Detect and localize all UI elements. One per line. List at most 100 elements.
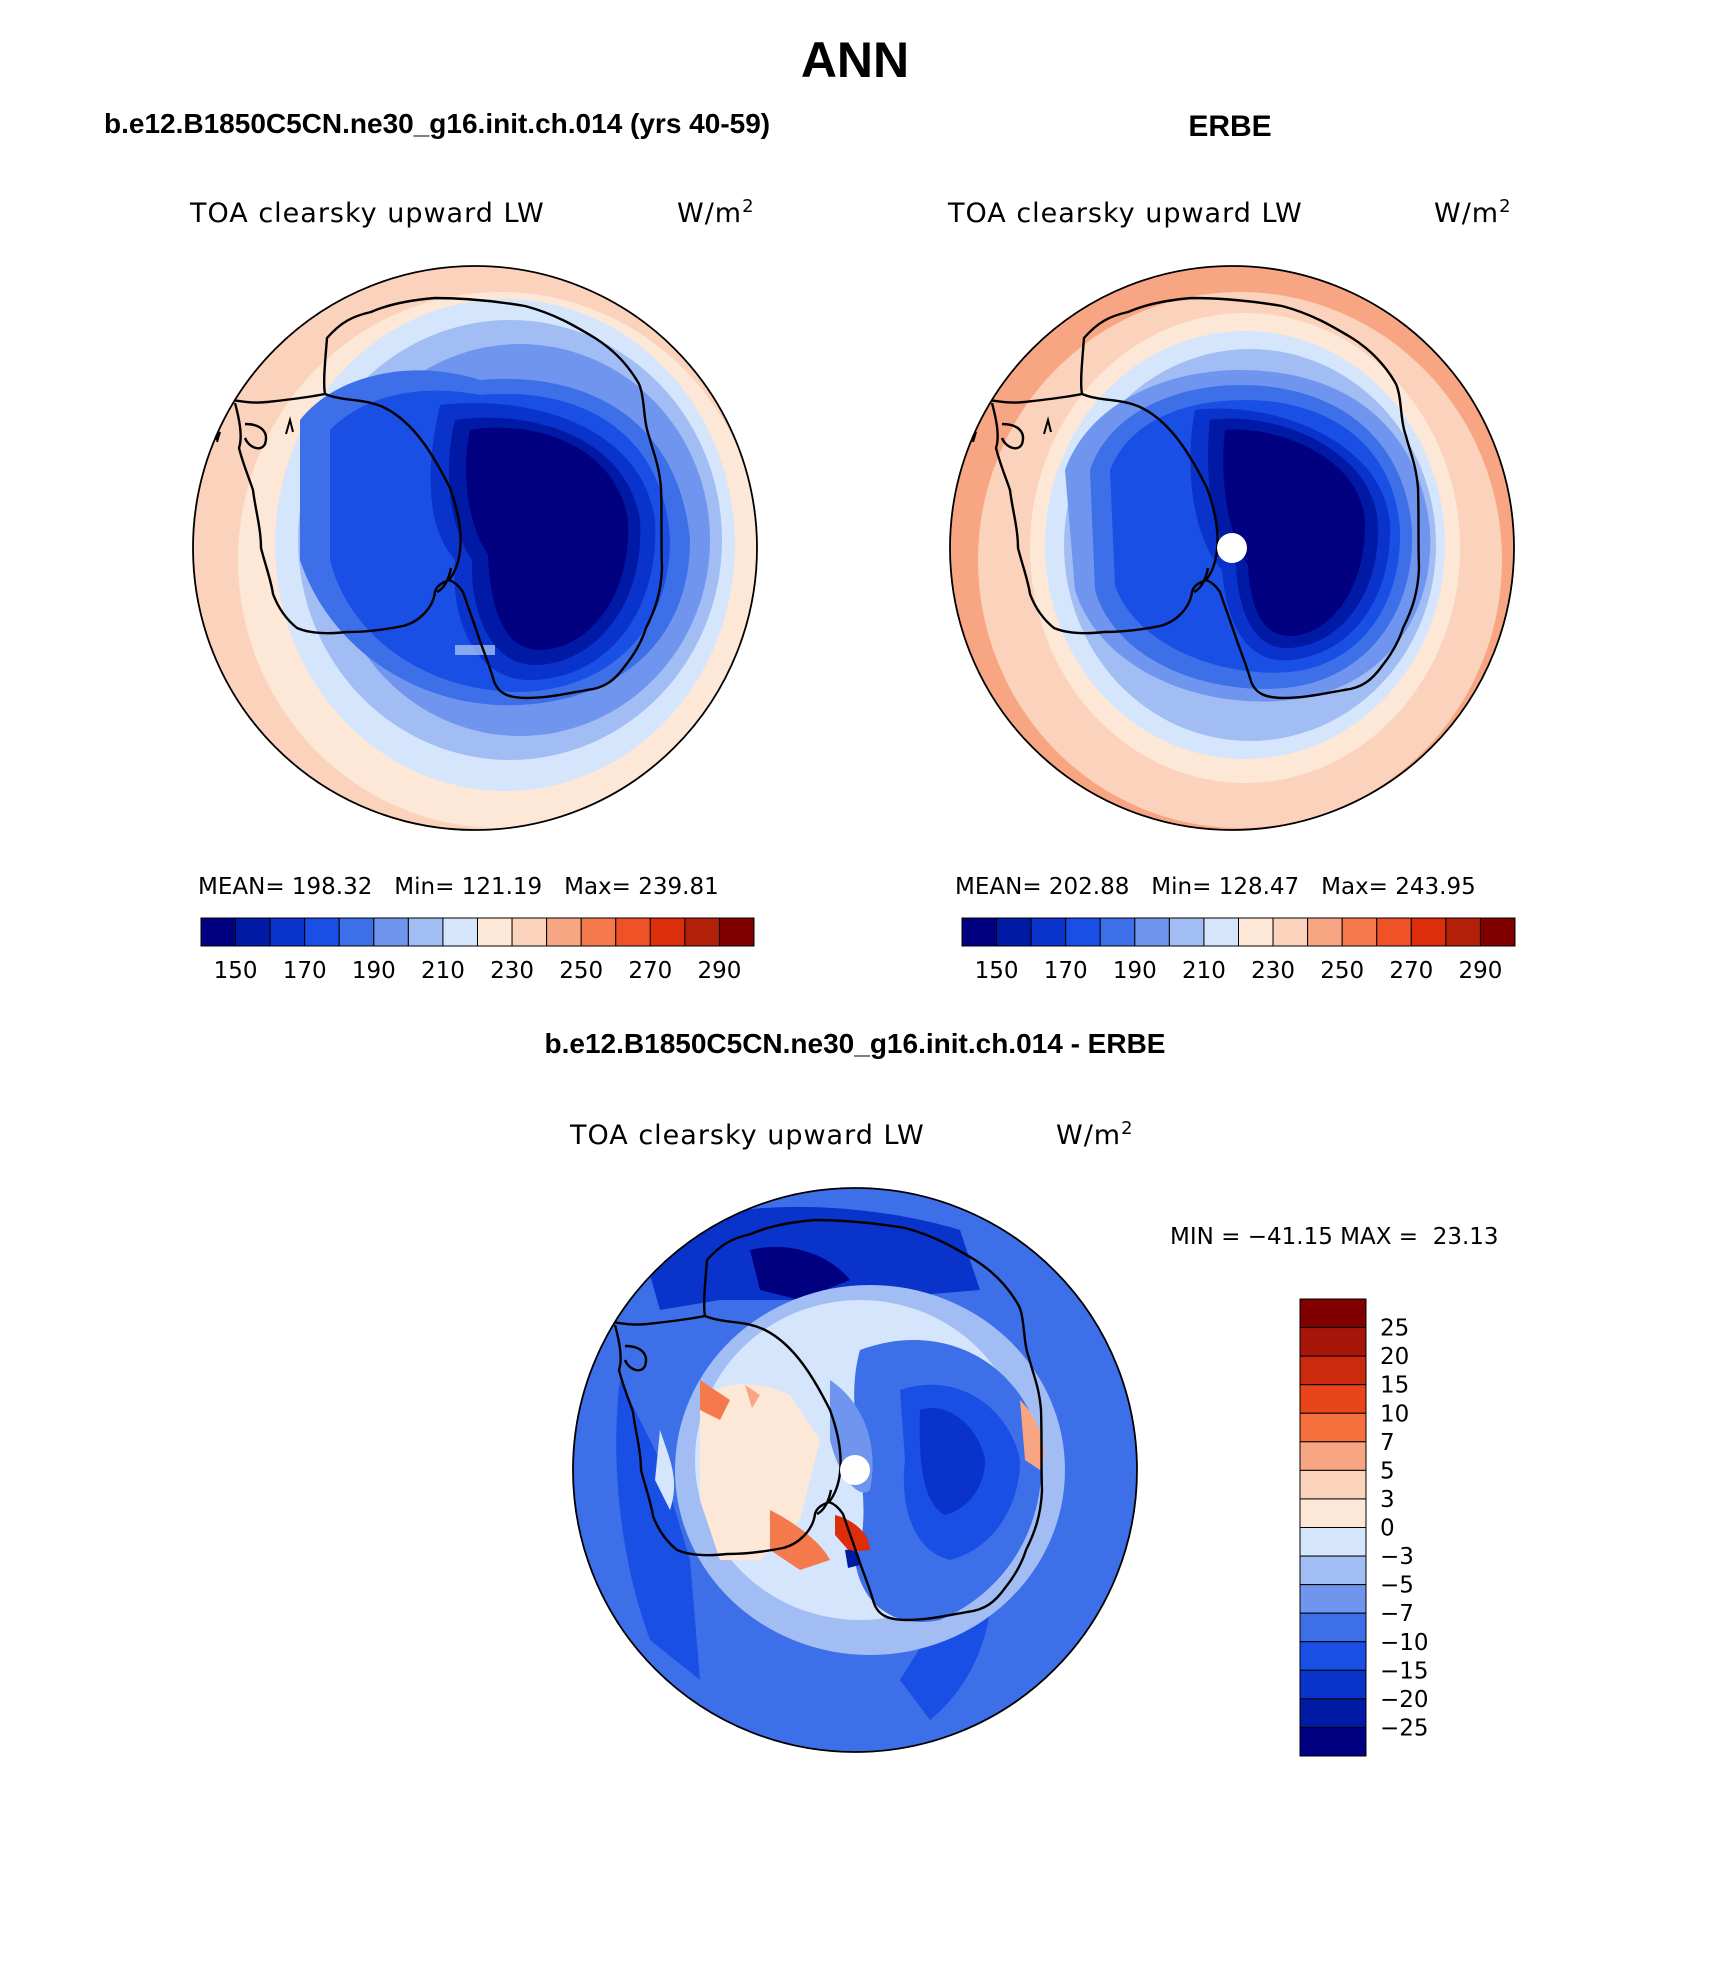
obs-colorbar-swatch	[1099, 917, 1136, 947]
model-colorbar-tick-label: 150	[214, 958, 258, 984]
obs-units-label: W/m2	[1434, 196, 1512, 229]
diff-colorbar-tick-label: 20	[1380, 1344, 1409, 1370]
obs-colorbar-swatch	[1272, 917, 1309, 947]
diff-colorbar-tick-label: 0	[1380, 1516, 1395, 1542]
model-colorbar-swatch	[649, 917, 686, 947]
model-colorbar-swatch	[511, 917, 548, 947]
diff-colorbar-tick-label: 15	[1380, 1373, 1409, 1399]
model-colorbar-tick-label: 270	[628, 958, 672, 984]
diff-colorbar-tick-label: 5	[1380, 1458, 1395, 1484]
obs-colorbar-tick-label: 250	[1320, 958, 1364, 984]
model-colorbar-swatch	[546, 917, 582, 947]
obs-colorbar-swatch	[1410, 917, 1447, 947]
diff-colorbar-swatch	[1299, 1298, 1367, 1329]
diff-colorbar-swatch	[1299, 1612, 1367, 1643]
obs-colorbar-tick-label: 210	[1182, 958, 1226, 984]
model-colorbar-tick-label: 290	[697, 958, 741, 984]
diff-colorbar-swatch	[1299, 1498, 1367, 1528]
model-colorbar-swatch	[407, 917, 444, 947]
obs-colorbar-tick-label: 190	[1113, 958, 1157, 984]
diff-colorbar-tick-label: −7	[1380, 1601, 1414, 1627]
diff-colorbar-swatch	[1299, 1384, 1367, 1414]
model-stats: MEAN= 198.32 Min= 121.19 Max= 239.81	[198, 874, 719, 900]
model-colorbar-tick-label: 170	[283, 958, 327, 984]
obs-colorbar-swatch	[1307, 917, 1343, 947]
diff-colorbar-swatch	[1299, 1726, 1367, 1757]
diff-colorbar-swatch	[1299, 1527, 1367, 1557]
obs-colorbar-swatch	[1445, 917, 1481, 947]
diff-colorbar-swatch	[1299, 1584, 1367, 1614]
diff-colorbar-swatch	[1299, 1327, 1367, 1357]
model-variable-label: TOA clearsky upward LW	[189, 198, 545, 229]
page-title: ANN	[800, 32, 910, 88]
model-colorbar-swatch	[269, 917, 306, 947]
model-colorbar-swatch	[442, 917, 478, 947]
diff-panel-title: b.e12.B1850C5CN.ne30_g16.init.ch.014 - E…	[544, 1028, 1166, 1059]
diff-colorbar-tick-label: −3	[1380, 1544, 1414, 1570]
diff-variable-label: TOA clearsky upward LW	[569, 1120, 925, 1151]
model-colorbar-tick-label: 250	[559, 958, 603, 984]
model-colorbar-swatch	[684, 917, 720, 947]
diff-colorbar-tick-label: −20	[1380, 1687, 1429, 1713]
diff-colorbar-swatch	[1299, 1355, 1367, 1386]
diff-colorbar-tick-label: 7	[1380, 1430, 1395, 1456]
model-colorbar-tick-label: 210	[421, 958, 465, 984]
model-colorbar-tick-label: 190	[352, 958, 396, 984]
obs-colorbar-swatch	[1238, 917, 1274, 947]
diff-pole-hole	[840, 1455, 870, 1485]
diff-colorbar-tick-label: 3	[1380, 1487, 1395, 1513]
obs-colorbar-tick-label: 270	[1389, 958, 1433, 984]
model-colorbar-swatch	[338, 917, 375, 947]
model-colorbar-swatch	[718, 917, 755, 947]
diff-units-label: W/m2	[1056, 1118, 1134, 1151]
diff-colorbar-tick-label: 25	[1380, 1316, 1409, 1342]
obs-colorbar: 150 170 190 210 230 250 270 290	[961, 917, 1516, 984]
obs-colorbar-swatch	[1341, 917, 1378, 947]
diff-colorbar-swatch	[1299, 1641, 1367, 1671]
obs-polar-map	[949, 265, 1515, 831]
obs-colorbar-swatch	[1134, 917, 1170, 947]
model-colorbar-swatch	[304, 917, 340, 947]
diff-colorbar-tick-label: 10	[1380, 1401, 1409, 1427]
model-colorbar-swatch	[200, 917, 237, 947]
diff-colorbar-swatch	[1299, 1469, 1367, 1500]
diff-colorbar-tick-label: −15	[1380, 1658, 1429, 1684]
obs-colorbar-swatch	[1030, 917, 1067, 947]
obs-colorbar-swatch	[1479, 917, 1516, 947]
obs-colorbar-swatch	[961, 917, 998, 947]
diff-colorbar-tick-label: −5	[1380, 1573, 1414, 1599]
obs-colorbar-swatch	[1376, 917, 1412, 947]
model-colorbar-swatch	[235, 917, 271, 947]
model-polar-map	[192, 265, 758, 831]
diff-colorbar-swatch	[1299, 1412, 1367, 1443]
obs-colorbar-tick-label: 170	[1044, 958, 1088, 984]
model-colorbar-swatch	[373, 917, 409, 947]
diff-colorbar-swatch	[1299, 1698, 1367, 1728]
model-colorbar-tick-label: 230	[490, 958, 534, 984]
diff-colorbar-swatch	[1299, 1555, 1367, 1586]
obs-colorbar-swatch	[1203, 917, 1239, 947]
obs-colorbar-tick-label: 230	[1251, 958, 1295, 984]
obs-colorbar-tick-label: 290	[1458, 958, 1502, 984]
model-colorbar: 150 170 190 210 230 250 270 290	[200, 917, 755, 984]
model-panel-title: b.e12.B1850C5CN.ne30_g16.init.ch.014 (yr…	[104, 108, 771, 139]
diff-colorbar-swatch	[1299, 1669, 1367, 1700]
diff-colorbar-swatch	[1299, 1441, 1367, 1471]
obs-stats: MEAN= 202.88 Min= 128.47 Max= 243.95	[955, 874, 1476, 900]
model-colorbar-swatch	[615, 917, 651, 947]
obs-colorbar-tick-label: 150	[975, 958, 1019, 984]
model-colorbar-swatch	[477, 917, 513, 947]
diff-colorbar-tick-label: −10	[1380, 1630, 1429, 1656]
diff-polar-map	[572, 1187, 1138, 1753]
obs-variable-label: TOA clearsky upward LW	[947, 198, 1303, 229]
model-colorbar-swatch	[580, 917, 617, 947]
obs-colorbar-swatch	[996, 917, 1032, 947]
diff-minmax: MIN = −41.15 MAX = 23.13	[1170, 1224, 1499, 1250]
obs-colorbar-swatch	[1168, 917, 1205, 947]
obs-colorbar-swatch	[1065, 917, 1101, 947]
obs-panel-title: ERBE	[1188, 110, 1272, 143]
diff-colorbar-tick-label: −25	[1380, 1715, 1429, 1741]
obs-pole-hole	[1217, 533, 1247, 563]
